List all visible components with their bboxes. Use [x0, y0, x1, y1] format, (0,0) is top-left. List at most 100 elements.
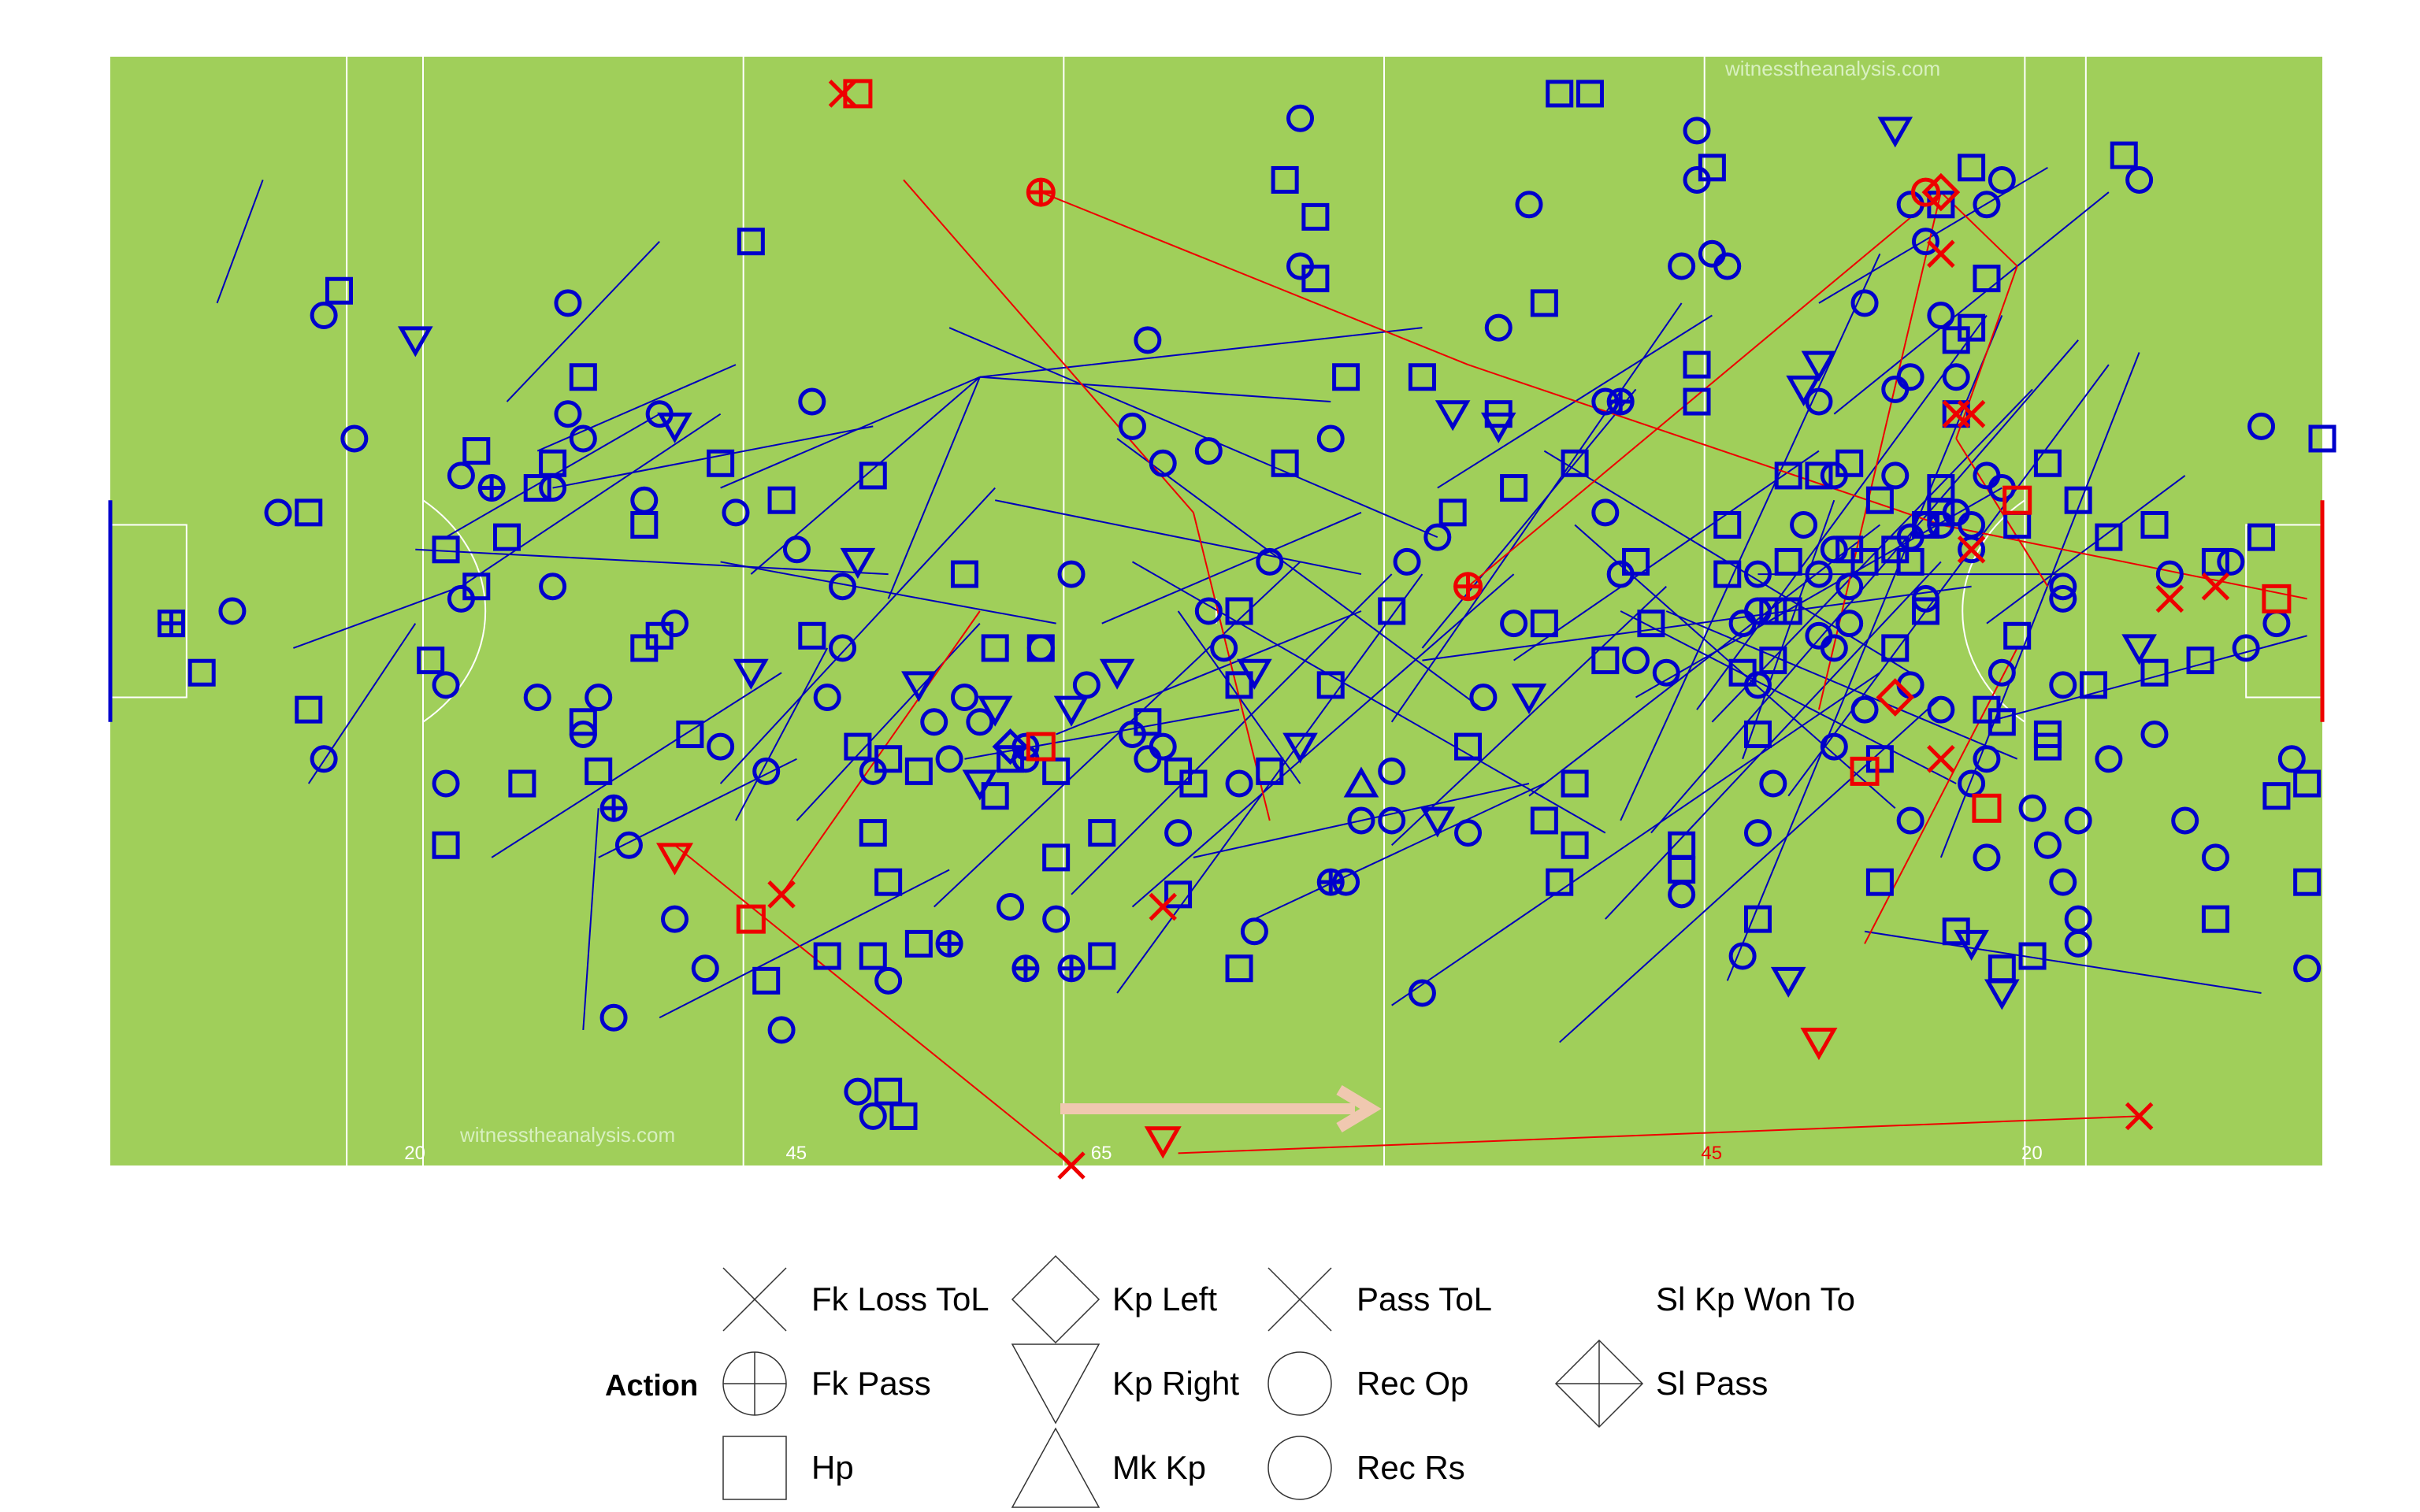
- mark-blue-circle: [1805, 387, 1833, 416]
- mark-blue-square: [1530, 289, 1558, 317]
- mark-blue-square: [645, 621, 674, 650]
- pass-line-blue: [720, 376, 981, 489]
- pass-line-blue: [1665, 610, 2018, 760]
- mark-blue-square: [1301, 265, 1330, 293]
- mark-blue-square: [1881, 634, 1910, 662]
- mark-blue-square: [585, 757, 613, 785]
- mark-blue-circle: [432, 769, 460, 798]
- mark-blue-circle-plus: [477, 474, 506, 502]
- mark-blue-triangle-down: [733, 658, 769, 690]
- mark-blue-circle: [1378, 757, 1406, 785]
- mark-blue-square: [874, 1077, 903, 1106]
- mark-blue-square: [1256, 757, 1284, 785]
- mark-blue-square: [569, 708, 597, 736]
- field-label-4: 20: [2021, 1143, 2043, 1164]
- pass-line-red: [1955, 438, 2049, 587]
- mark-red-square: [2262, 584, 2292, 613]
- pass-line-blue: [1650, 339, 2079, 834]
- mark-blue-circle: [1988, 165, 2016, 194]
- mark-blue-circle: [1973, 745, 2001, 773]
- mark-red-x: [1957, 536, 1986, 564]
- pass-line-blue: [415, 548, 889, 576]
- mark-blue-square: [1958, 313, 1986, 342]
- mark-blue-circle: [1256, 547, 1284, 576]
- mark-blue-square: [1850, 547, 1879, 576]
- mark-blue-circle: [997, 892, 1025, 921]
- direction-arrow: [1060, 1084, 1382, 1133]
- mark-red-circle-plus: [1453, 572, 1483, 602]
- pass-line-blue: [1833, 191, 2110, 415]
- mark-blue-square: [1743, 720, 1772, 748]
- mark-blue-square: [1271, 165, 1299, 194]
- mark-blue-circle: [1743, 560, 1772, 588]
- mark-blue-square: [859, 819, 887, 847]
- mark-blue-circle: [614, 831, 643, 859]
- mark-blue-square: [1743, 905, 1772, 933]
- mark-blue-circle: [569, 424, 597, 453]
- mark-red-square: [1026, 732, 1056, 762]
- mark-blue-circle: [1149, 732, 1177, 761]
- mark-blue-square: [844, 732, 872, 761]
- mark-blue-square: [981, 634, 1009, 662]
- mark-blue-square: [2201, 547, 2229, 576]
- mark-blue-circle: [1194, 597, 1223, 625]
- mark-blue-circle: [1942, 363, 1970, 391]
- mark-blue-circle: [1134, 326, 1162, 354]
- mark-blue-square: [1530, 806, 1558, 835]
- mark-blue-square: [325, 276, 353, 305]
- mark-blue-square: [1759, 597, 1787, 625]
- mark-blue-square: [1378, 597, 1406, 625]
- mark-blue-circle: [1454, 819, 1483, 847]
- field-labels: 20 45 65 45 20: [404, 1143, 2042, 1164]
- mark-blue-circle: [874, 966, 903, 995]
- mark-blue-triangle-down: [1053, 695, 1089, 727]
- mark-blue-circle: [523, 684, 551, 712]
- mark-blue-triangle-down: [840, 547, 876, 579]
- mark-blue-circle: [1683, 117, 1711, 145]
- mark-blue-circle: [1423, 523, 1452, 551]
- pass-line-blue: [1986, 475, 2186, 624]
- mark-blue-square: [752, 966, 781, 995]
- mark-blue-circle: [950, 684, 978, 712]
- pass-line-blue: [506, 240, 660, 402]
- mark-blue-circle: [2140, 720, 2169, 748]
- mark-blue-square: [2140, 658, 2169, 687]
- mark-blue-circle: [1347, 806, 1375, 835]
- legend-label: Sl Pass: [1656, 1365, 1768, 1402]
- mark-blue-circle: [340, 424, 369, 453]
- mark-blue-square: [1683, 350, 1711, 379]
- mark-blue-circle: [2095, 745, 2123, 773]
- pass-line-blue: [491, 672, 782, 858]
- mark-blue-triangle-down: [962, 769, 998, 801]
- mark-blue-square: [1622, 547, 1650, 576]
- action-marks: [157, 79, 2336, 1180]
- mark-blue-square: [2003, 621, 2032, 650]
- mark-blue-circle: [966, 708, 994, 736]
- mark-blue-circle-plus: [1316, 868, 1345, 896]
- mark-blue-circle: [1911, 584, 1939, 613]
- mark-red-triangle-down: [1800, 1028, 1838, 1061]
- mark-blue-triangle-down: [398, 326, 433, 358]
- mark-blue-square: [1225, 597, 1253, 625]
- mark-blue-triangle-down: [1282, 732, 1318, 764]
- mark-blue-circle: [539, 573, 567, 601]
- mark-red-x: [1942, 399, 1970, 428]
- legend-label: Fk Loss ToL: [811, 1280, 989, 1317]
- pass-line-blue: [582, 808, 599, 1030]
- mark-red-x: [2201, 572, 2230, 601]
- mark-blue-square: [1438, 498, 1467, 527]
- mark-blue-circle: [1286, 104, 1315, 132]
- mark-blue-square: [889, 1102, 918, 1130]
- pass-line-blue: [1131, 561, 1606, 834]
- mark-red-circle: [1910, 177, 1940, 207]
- mark-blue-circle: [1591, 498, 1620, 527]
- mark-blue-square: [1179, 769, 1208, 798]
- mark-blue-triangle-down: [657, 412, 692, 443]
- watermark-bottom: witnesstheanalysis.com: [459, 1123, 675, 1147]
- mark-blue-circle: [2247, 412, 2276, 440]
- mark-red-x: [828, 80, 857, 108]
- mark-blue-circle: [1820, 461, 1848, 490]
- mark-blue-circle-plus: [1606, 387, 1635, 416]
- mark-blue-square: [1958, 154, 1986, 182]
- mark-blue-circle: [1896, 363, 1924, 391]
